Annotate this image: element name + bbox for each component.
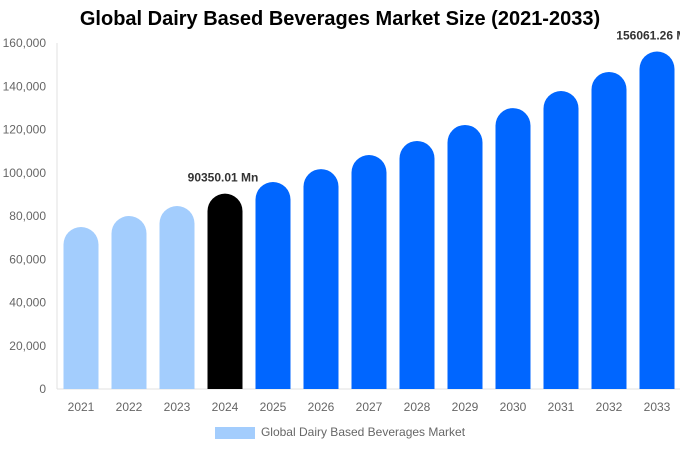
bar-2025	[255, 182, 291, 389]
y-tick-label: 0	[39, 382, 46, 396]
bar-2031	[543, 91, 579, 389]
x-tick-label: 2025	[260, 400, 287, 414]
y-tick-label: 40,000	[9, 296, 46, 310]
bar-2029	[447, 124, 483, 390]
x-tick-label: 2023	[164, 400, 191, 414]
bar-2023	[159, 206, 195, 389]
bar-2026	[303, 169, 339, 389]
x-tick-label: 2021	[68, 400, 95, 414]
x-tick-label: 2026	[308, 400, 335, 414]
chart-title: Global Dairy Based Beverages Market Size…	[79, 8, 601, 30]
x-tick-label: 2028	[404, 400, 431, 414]
legend: Global Dairy Based Beverages Market	[0, 425, 680, 439]
x-tick-label: 2033	[644, 400, 671, 414]
data-label-2033: 156061.26 Mn	[616, 29, 680, 43]
x-tick-label: 2030	[500, 400, 527, 414]
legend-swatch	[214, 426, 255, 439]
bar-2027	[351, 155, 387, 389]
y-tick-label: 100,000	[3, 166, 47, 180]
bar-2028	[399, 140, 435, 389]
y-tick-label: 80,000	[9, 209, 46, 223]
bar-2032	[591, 71, 627, 389]
x-tick-label: 2024	[212, 400, 239, 414]
y-tick-label: 140,000	[3, 79, 47, 93]
bar-2021	[63, 227, 99, 389]
x-tick-label: 2032	[596, 400, 623, 414]
y-tick-label: 60,000	[9, 252, 46, 266]
x-tick-label: 2022	[116, 400, 143, 414]
y-tick-label: 120,000	[3, 123, 47, 137]
legend-label: Global Dairy Based Beverages Market	[260, 425, 466, 439]
x-tick-label: 2031	[548, 400, 575, 414]
y-tick-label: 160,000	[3, 36, 47, 50]
data-label-2024: 90350.01 Mn	[188, 171, 259, 185]
bar-2022	[111, 216, 147, 389]
x-tick-label: 2029	[452, 400, 479, 414]
x-tick-label: 2027	[356, 400, 383, 414]
bar-2033	[639, 51, 675, 390]
y-tick-label: 20,000	[9, 339, 46, 353]
bar-2024	[207, 193, 243, 389]
bar-2030	[495, 108, 531, 389]
